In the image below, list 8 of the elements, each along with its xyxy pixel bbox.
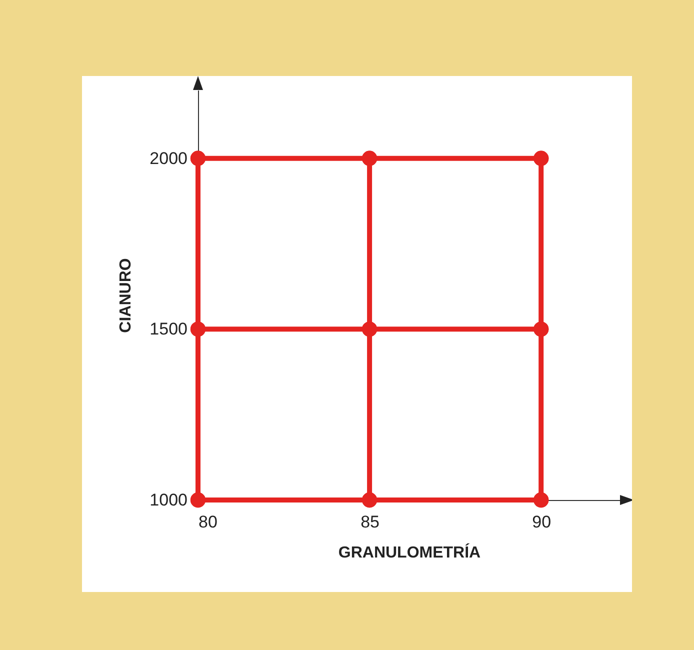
y-tick-label: 1000 (150, 490, 188, 510)
y-tick-label: 1500 (150, 320, 188, 339)
x-axis-title: GRANULOMETRÍA (338, 542, 482, 562)
x-tick-label: 90 (532, 512, 552, 532)
x-tick-label: 85 (360, 512, 380, 532)
y-axis-title: CIANURO (118, 258, 135, 333)
x-tick-label: 80 (198, 512, 218, 532)
y-tick-label: 2000 (150, 148, 188, 168)
